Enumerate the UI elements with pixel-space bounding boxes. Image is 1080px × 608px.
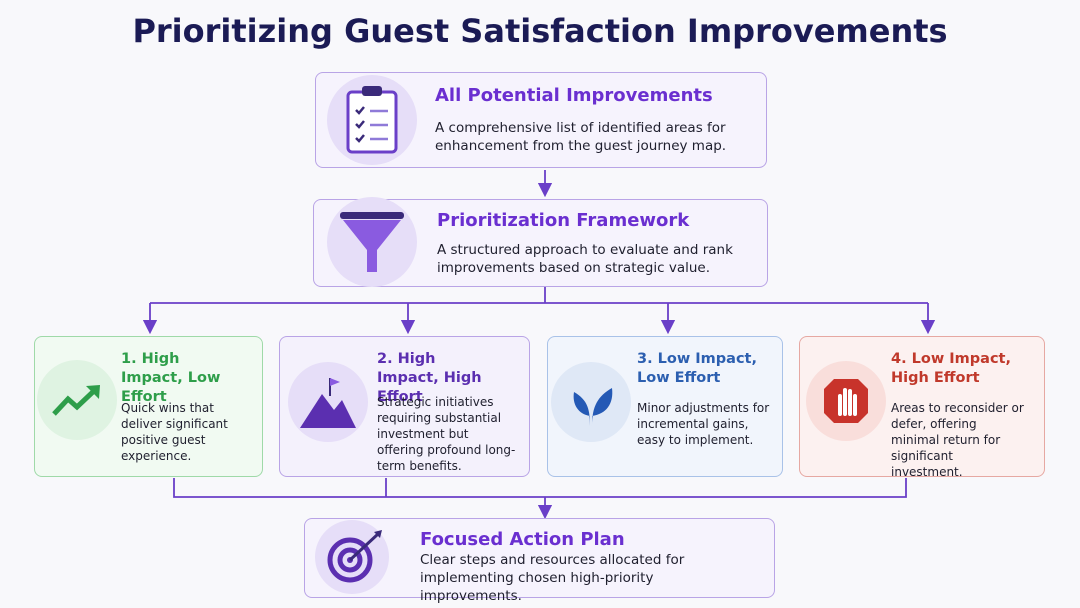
connectors bbox=[142, 170, 936, 520]
node-title: All Potential Improvements bbox=[435, 85, 713, 106]
title: Prioritizing Guest Satisfaction Improvem… bbox=[132, 12, 948, 50]
quadrant-title: 2. High Impact, High Effort bbox=[377, 351, 482, 405]
node-title: Prioritization Framework bbox=[437, 210, 690, 231]
quadrant-box bbox=[799, 336, 1045, 477]
quadrant-title: 4. Low Impact, High Effort bbox=[891, 351, 1011, 386]
node-title: Focused Action Plan bbox=[420, 529, 625, 550]
quadrant-description: Minor adjustments for incremental gains,… bbox=[637, 401, 770, 447]
quadrant-title: 3. Low Impact, Low Effort bbox=[637, 351, 757, 386]
quadrant-description: Strategic initiatives requiring substant… bbox=[377, 395, 516, 473]
node-description: Clear steps and resources allocated for … bbox=[420, 552, 685, 604]
quadrant-title: 1. High Impact, Low Effort bbox=[121, 351, 221, 405]
quadrant-description: Areas to reconsider or defer, offering m… bbox=[891, 401, 1024, 479]
quadrant-description: Quick wins that deliver significant posi… bbox=[121, 401, 228, 463]
node-description: A comprehensive list of identified areas… bbox=[435, 120, 727, 154]
node-description: A structured approach to evaluate and ra… bbox=[437, 242, 733, 276]
